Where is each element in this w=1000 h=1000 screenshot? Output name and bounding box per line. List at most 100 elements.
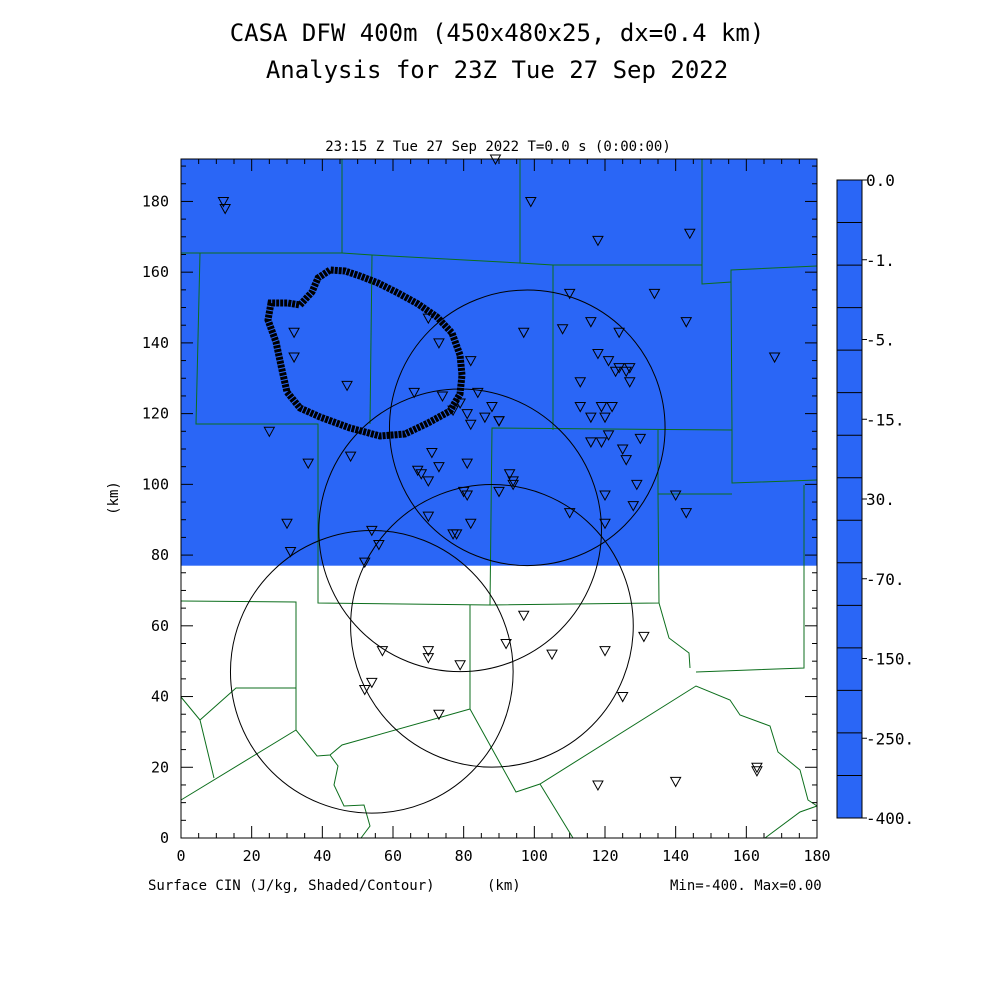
station-marker xyxy=(648,288,661,300)
station-marker xyxy=(493,416,505,427)
title-line-2: Analysis for 23Z Tue 27 Sep 2022 xyxy=(266,56,728,84)
station-marker xyxy=(609,366,622,378)
station-marker xyxy=(408,387,421,399)
frame-label: 23:15 Z Tue 27 Sep 2022 T=0.0 s (0:00:00… xyxy=(325,139,671,155)
station-marker xyxy=(341,380,353,392)
station-marker xyxy=(585,412,597,424)
station-marker xyxy=(599,646,611,657)
station-marker xyxy=(524,196,537,208)
station-marker xyxy=(680,317,693,328)
y-tick-label: 60 xyxy=(151,617,169,635)
colorbar-label: 30. xyxy=(866,490,895,509)
station-marker xyxy=(464,518,477,530)
station-marker xyxy=(263,426,276,438)
station-marker xyxy=(365,525,378,537)
station-marker xyxy=(411,465,424,477)
station-marker xyxy=(433,338,445,349)
station-marker xyxy=(219,204,232,215)
station-marker xyxy=(599,412,611,424)
station-marker xyxy=(602,430,615,441)
station-marker xyxy=(556,324,569,335)
station-marker xyxy=(517,610,530,622)
colorbar: 0.0 -1. -5. -15. 30. -70. -150. -250. -400. xyxy=(836,171,914,828)
station-marker xyxy=(595,437,608,448)
station-marker xyxy=(457,486,470,498)
county-line xyxy=(199,687,296,721)
station-marker xyxy=(422,511,435,523)
station-marker xyxy=(461,490,474,501)
y-tick-label: 20 xyxy=(151,758,169,776)
x-tick-label: 100 xyxy=(521,847,548,865)
y-tick-label: 180 xyxy=(142,192,169,210)
x-tick-label: 40 xyxy=(313,847,331,865)
x-tick-label: 80 xyxy=(455,847,473,865)
county-line xyxy=(764,805,818,839)
y-tick-label: 0 xyxy=(160,829,169,847)
station-marker xyxy=(288,352,300,364)
colorbar-label: -15. xyxy=(866,410,905,429)
station-marker xyxy=(447,405,459,417)
station-marker xyxy=(599,490,611,501)
station-marker xyxy=(623,377,636,388)
y-tick-label: 100 xyxy=(142,475,169,493)
station-marker xyxy=(422,476,435,487)
plot-area: 0 20 40 60 80 100 120 140 160 180 0 20 40 60 80 100 120… xyxy=(142,154,831,865)
county-boundaries xyxy=(180,159,818,839)
colorbar-label: -70. xyxy=(866,570,905,589)
station-marker xyxy=(546,649,558,661)
x-tick-label: 140 xyxy=(662,847,689,865)
station-marker xyxy=(592,349,604,360)
station-marker xyxy=(284,547,297,558)
station-marker xyxy=(302,458,315,470)
station-marker xyxy=(436,391,449,402)
station-marker xyxy=(376,646,389,657)
station-marker xyxy=(563,508,576,519)
station-marker xyxy=(493,486,505,498)
x-tick-label: 180 xyxy=(803,847,830,865)
y-tick-label: 140 xyxy=(142,334,169,352)
station-marker xyxy=(422,653,435,664)
station-marker xyxy=(602,356,615,367)
colorbar-label: -250. xyxy=(866,729,914,748)
county-line xyxy=(369,254,373,425)
station-marker xyxy=(454,398,466,410)
station-marker xyxy=(669,490,682,501)
radar-range-ring xyxy=(229,529,514,814)
radar-range-ring xyxy=(350,483,634,768)
station-marker xyxy=(358,684,371,696)
county-line xyxy=(469,605,818,807)
footer-right: Min=-400. Max=0.00 xyxy=(670,878,822,894)
station-marker xyxy=(500,638,512,650)
cin-contour xyxy=(264,266,466,440)
station-marker xyxy=(454,660,466,671)
station-marker xyxy=(461,458,474,470)
station-marker xyxy=(634,433,647,445)
station-marker xyxy=(358,557,371,569)
colorbar-ticks: 0.0 -1. -5. -15. 30. -70. -150. -250. -400. xyxy=(836,171,914,828)
footer-unit: (km) xyxy=(487,878,521,894)
station-marker xyxy=(623,363,636,374)
station-marker xyxy=(627,501,640,512)
station-marker xyxy=(464,419,477,431)
station-marker xyxy=(592,780,604,791)
y-axis-label: (km) xyxy=(106,481,122,515)
station-marker xyxy=(563,288,576,300)
radar-range-ring xyxy=(388,289,666,567)
x-axis: 0 20 40 60 80 100 120 140 160 180 xyxy=(176,159,831,865)
station-marker xyxy=(433,462,445,473)
county-line xyxy=(181,252,733,606)
station-marker xyxy=(574,377,587,388)
station-marker xyxy=(599,518,611,530)
station-marker xyxy=(422,646,435,657)
station-marker xyxy=(507,476,519,487)
station-marker xyxy=(592,235,604,247)
county-line xyxy=(180,708,471,801)
station-marker xyxy=(669,776,682,788)
station-marker xyxy=(464,356,477,367)
station-marker xyxy=(630,479,643,491)
station-marker xyxy=(281,518,293,530)
x-tick-label: 120 xyxy=(591,847,618,865)
station-marker xyxy=(680,508,693,519)
y-axis: 0 20 40 60 80 100 120 140 160 180 xyxy=(142,165,817,847)
